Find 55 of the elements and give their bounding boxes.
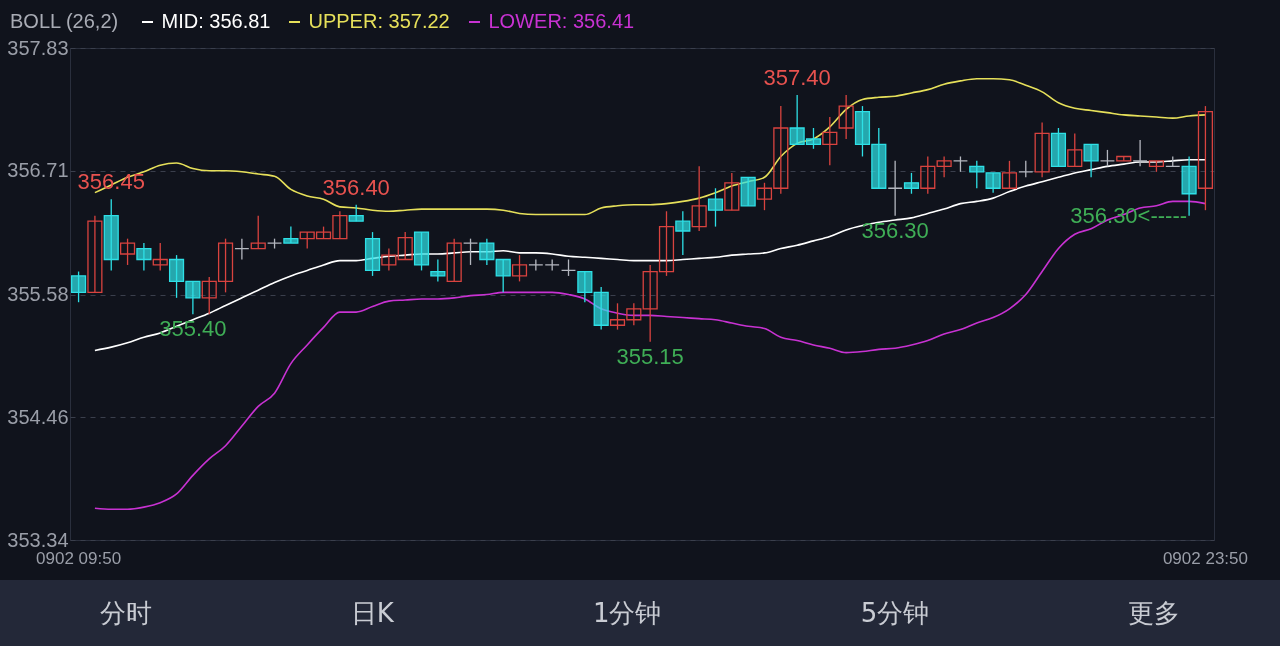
candlestick: [87, 215, 103, 294]
text: 日K: [350, 596, 394, 630]
text: 1分钟: [592, 596, 662, 630]
candlestick: [495, 258, 511, 294]
candlestick: [381, 247, 397, 272]
candlestick: [724, 172, 740, 211]
candlestick: [707, 187, 724, 228]
candlestick: [675, 210, 691, 256]
candlestick: [1132, 139, 1148, 167]
candlestick: [136, 242, 152, 272]
candlestick: [985, 172, 1001, 194]
legend-label: MID: 356.81: [161, 10, 271, 32]
candlestick: [691, 165, 707, 232]
y-tick-label: 354.46: [7, 405, 69, 428]
candlestick: [920, 155, 936, 195]
y-tick-label: 353.34: [7, 528, 69, 551]
candlestick: [250, 215, 266, 250]
chart-title: BOLL (26,2): [10, 10, 119, 33]
y-tick-label: 356.71: [7, 159, 69, 182]
annotation: 357.40: [763, 65, 831, 91]
text: 5分钟: [860, 596, 930, 630]
candlestick: [1034, 121, 1050, 178]
candlestick: [462, 238, 479, 266]
candlestick: [119, 238, 136, 266]
candlestick: [1083, 143, 1099, 178]
candlestick: [936, 155, 952, 178]
candlestick: [397, 231, 413, 261]
candlestick: [887, 160, 903, 217]
candlestick: [577, 270, 593, 303]
candlestick: [283, 225, 299, 244]
annotation: 356.30: [861, 217, 929, 243]
line-series: [94, 200, 1207, 511]
candlestick: [1001, 160, 1018, 189]
candlestick: [234, 238, 250, 261]
candlestick: [446, 238, 462, 283]
legend-label: LOWER: 356.41: [488, 10, 635, 32]
x-tick-label: 0902 09:50: [36, 548, 122, 568]
text: 更多: [1128, 596, 1181, 630]
text: 分时: [99, 596, 152, 630]
annotation: 356.40: [322, 174, 390, 200]
candlestick: [903, 172, 920, 195]
candlestick: [511, 254, 528, 283]
x-tick-label: 0902 23:50: [1162, 548, 1248, 568]
candlestick: [822, 116, 838, 166]
legend-label: UPPER: 357.22: [308, 10, 450, 32]
candlestick: [479, 238, 495, 266]
y-tick-label: 355.58: [7, 283, 69, 306]
candlestick: [838, 94, 854, 140]
candlestick: [430, 258, 446, 283]
candlestick: [152, 242, 168, 272]
y-tick-label: 357.83: [7, 36, 69, 59]
candlestick: [70, 270, 87, 303]
candlestick: [1067, 132, 1083, 167]
annotation: 355.15: [616, 343, 684, 369]
candlestick: [1197, 105, 1214, 211]
